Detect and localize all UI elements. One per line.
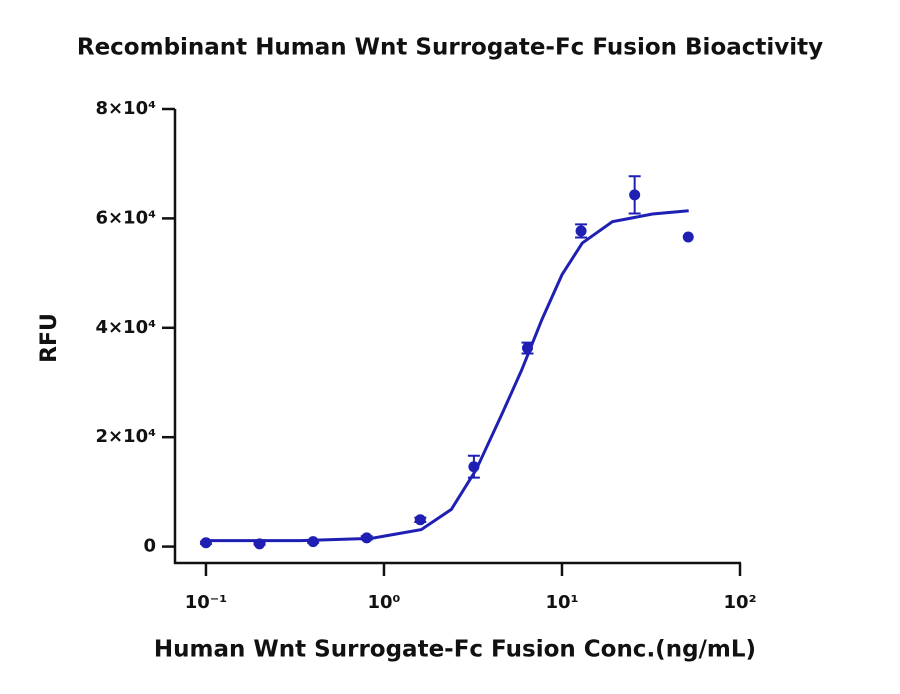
x-tick-label: 10¹ bbox=[546, 592, 579, 613]
data-point bbox=[575, 225, 587, 237]
y-tick-label: 8×10⁴ bbox=[95, 98, 156, 119]
x-tick-label: 10² bbox=[724, 592, 757, 613]
x-tick-label: 10⁰ bbox=[368, 592, 401, 613]
y-tick-label: 0 bbox=[143, 536, 156, 557]
y-tick-label: 6×10⁴ bbox=[95, 207, 156, 228]
data-point bbox=[629, 189, 641, 201]
data-point bbox=[682, 231, 694, 243]
y-tick-label: 2×10⁴ bbox=[95, 426, 156, 447]
data-point bbox=[200, 537, 212, 549]
fit-curve bbox=[205, 209, 689, 543]
chart-title: Recombinant Human Wnt Surrogate-Fc Fusio… bbox=[77, 35, 823, 61]
x-tick-label: 10⁻¹ bbox=[185, 592, 227, 613]
x-axis-label: Human Wnt Surrogate-Fc Fusion Conc.(ng/m… bbox=[154, 637, 756, 663]
y-tick-label: 4×10⁴ bbox=[95, 317, 156, 338]
y-axis-label: RFU bbox=[37, 313, 62, 363]
data-point bbox=[414, 514, 426, 526]
